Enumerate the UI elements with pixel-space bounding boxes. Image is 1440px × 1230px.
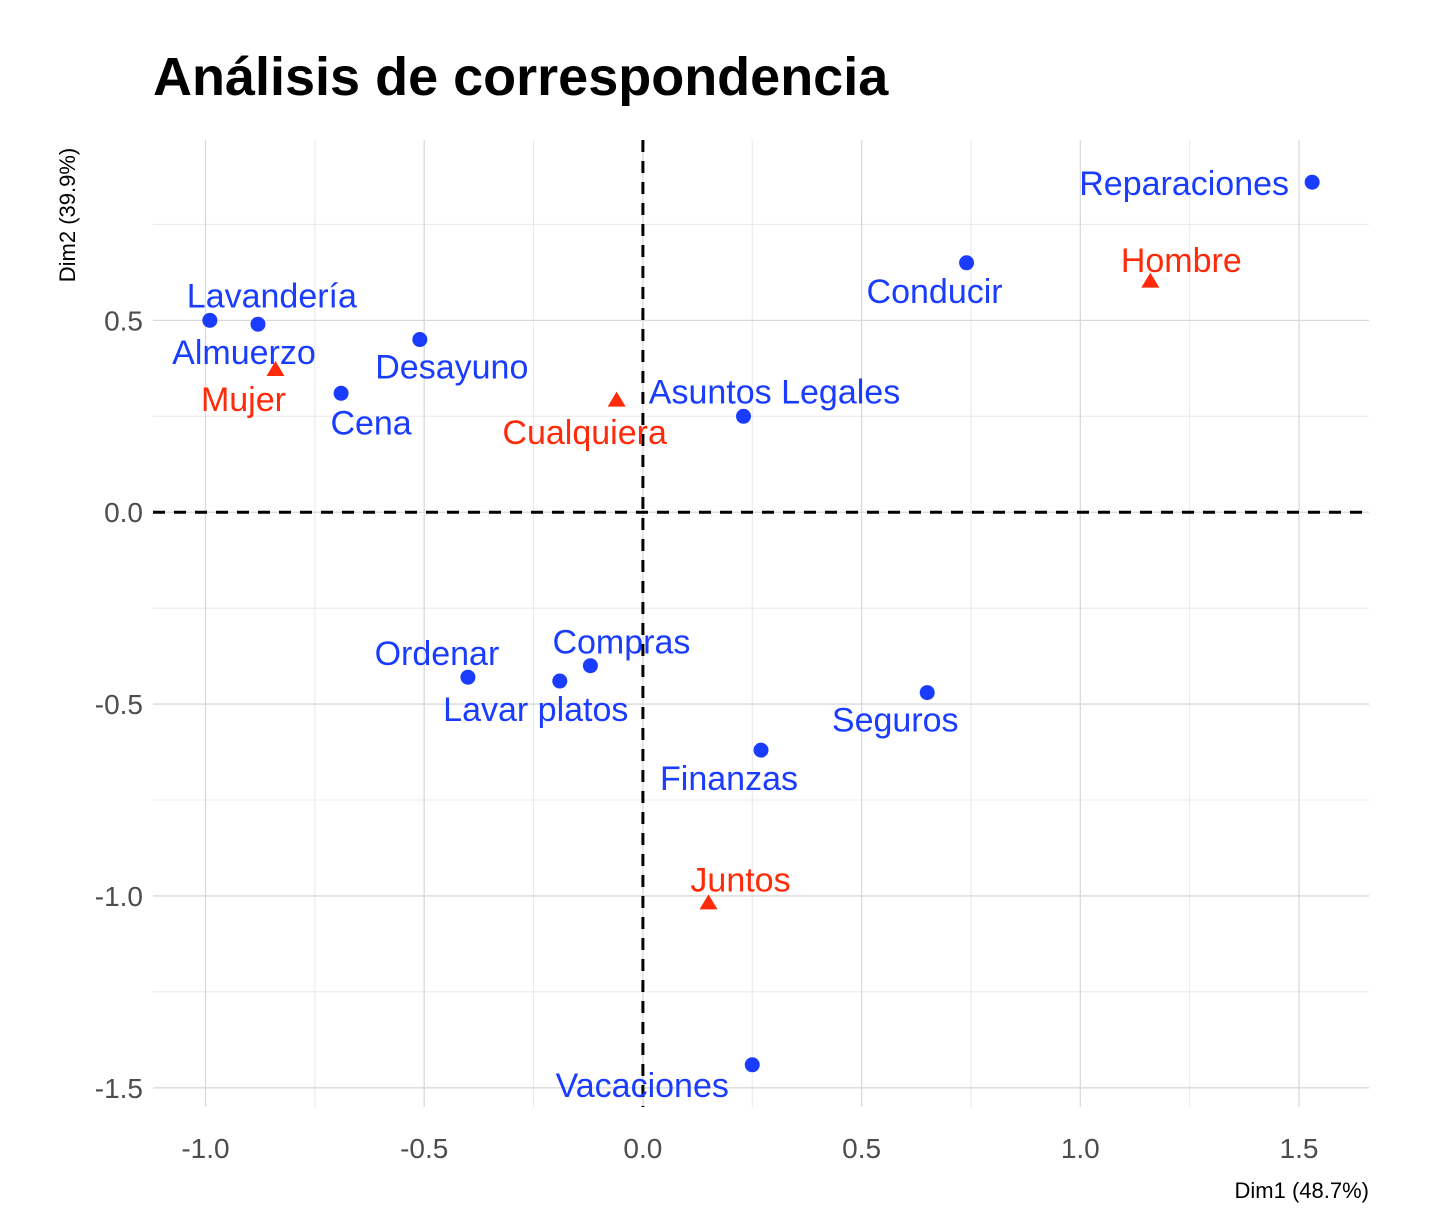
- point-labels: Lavandería Almuerzo Desayuno Cena Asuntos Le…: [172, 165, 1289, 1105]
- y-axis-title: Dim2 (39.9%): [55, 148, 80, 282]
- x-axis-title: Dim1 (48.7%): [1235, 1178, 1369, 1203]
- point-label: Asuntos Legales: [649, 373, 900, 411]
- data-point: [744, 1057, 760, 1073]
- x-tick-label: -1.0: [181, 1133, 229, 1164]
- point-label: Conducir: [867, 273, 1003, 311]
- point-label: Compras: [552, 624, 690, 662]
- x-axis-ticks: -1.0 -0.5 0.0 0.5 1.0 1.5: [181, 1133, 1318, 1164]
- y-axis-ticks: -1.5 -1.0 -0.5 0.0 0.5: [95, 305, 143, 1103]
- data-point: [919, 685, 935, 701]
- point-label: Desayuno: [375, 349, 528, 387]
- data-point-triangle: [266, 360, 285, 376]
- data-point: [333, 385, 349, 401]
- data-point: [552, 673, 568, 689]
- y-tick-label: -0.5: [95, 689, 143, 720]
- y-tick-label: -1.5: [95, 1073, 143, 1104]
- data-point: [736, 408, 752, 424]
- data-points: [202, 174, 1320, 1073]
- y-tick-label: 0.0: [104, 497, 143, 528]
- x-tick-label: 1.5: [1280, 1133, 1319, 1164]
- data-point-triangle: [1141, 272, 1160, 288]
- point-label: Lavar platos: [443, 691, 628, 729]
- point-label: Lavandería: [187, 277, 357, 315]
- y-tick-label: -1.0: [95, 881, 143, 912]
- x-tick-label: 1.0: [1061, 1133, 1100, 1164]
- x-tick-label: -0.5: [400, 1133, 448, 1164]
- data-point: [959, 255, 975, 271]
- data-point: [1304, 174, 1320, 190]
- point-label: Reparaciones: [1079, 165, 1289, 203]
- point-label: Almuerzo: [172, 334, 316, 372]
- point-label: Finanzas: [660, 760, 798, 798]
- point-label: Juntos: [690, 862, 790, 900]
- data-point: [753, 742, 769, 758]
- data-point: [250, 316, 266, 332]
- point-label: Cena: [330, 404, 411, 442]
- data-point: [202, 312, 218, 328]
- reference-lines: [153, 140, 1369, 1107]
- point-label: Ordenar: [375, 635, 500, 673]
- point-label: Seguros: [832, 702, 959, 740]
- point-label: Mujer: [201, 381, 286, 419]
- x-tick-label: 0.0: [623, 1133, 662, 1164]
- data-point-triangle: [699, 894, 718, 910]
- point-label: Cualquiera: [502, 414, 667, 452]
- data-point: [460, 669, 476, 685]
- chart-title: Análisis de correspondencia: [153, 47, 889, 107]
- point-label: Hombre: [1121, 242, 1242, 280]
- data-point: [582, 658, 598, 674]
- data-point-triangle: [607, 391, 626, 407]
- x-tick-label: 0.5: [842, 1133, 881, 1164]
- y-tick-label: 0.5: [104, 305, 143, 336]
- data-point: [412, 332, 428, 348]
- point-label: Vacaciones: [556, 1067, 729, 1105]
